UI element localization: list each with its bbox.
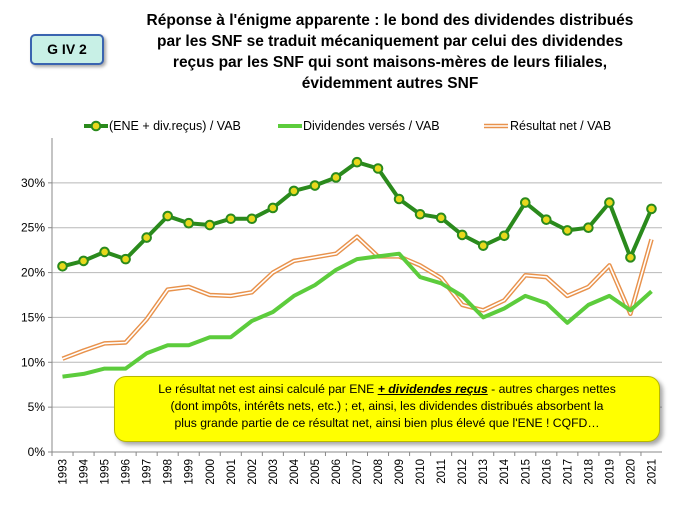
series-ene-point <box>78 255 89 267</box>
x-tick-label: 2015 <box>520 459 532 485</box>
series-ene-point <box>330 172 342 183</box>
x-tick-label: 2002 <box>247 459 259 485</box>
series-ene-point <box>183 217 195 229</box>
series-ene-point <box>162 210 173 222</box>
legend-label-ene: (ENE + div.reçus) / VAB <box>109 119 241 133</box>
x-tick-label: 2014 <box>499 458 511 484</box>
series-resultat-net-line <box>61 234 654 361</box>
series-ene-point <box>541 214 552 225</box>
legend-label-resultat: Résultat net / VAB <box>510 119 611 133</box>
callout-text-pre: Le résultat net est ainsi calculé par EN… <box>158 382 378 396</box>
x-tick-label: 2001 <box>226 459 238 485</box>
series-ene-point <box>583 222 594 234</box>
title-line-2: par les SNF se traduit mécaniquement par… <box>156 33 623 50</box>
series-ene-point <box>625 252 636 263</box>
x-tick-label: 2021 <box>646 459 658 485</box>
chart-title: Réponse à l'énigme apparente : le bond d… <box>112 10 668 94</box>
callout-emphasis: + dividendes reçus <box>377 382 488 396</box>
x-tick-label: 2006 <box>331 459 343 485</box>
series-ene-point <box>562 225 573 236</box>
x-tick-label: 1999 <box>184 459 196 485</box>
series-ene-point <box>414 208 426 220</box>
series-ene-point <box>141 232 152 243</box>
callout-line-1: Le résultat net est ainsi calculé par EN… <box>115 381 659 398</box>
series-ene-point <box>393 193 405 205</box>
x-tick-label: 2003 <box>268 459 280 485</box>
annotation-callout: Le résultat net est ainsi calculé par EN… <box>114 376 660 442</box>
callout-line-3: plus grande partie de ce résultat net, a… <box>174 416 600 430</box>
x-tick-label: 2019 <box>604 459 616 485</box>
x-tick-label: 1993 <box>58 459 70 485</box>
legend-marker-ene <box>90 120 102 132</box>
y-tick-label: 10% <box>21 355 45 369</box>
series-ene-point <box>477 240 489 251</box>
callout-text-post: - autres charges nettes <box>487 382 616 396</box>
x-tick-label: 2013 <box>478 459 490 485</box>
y-tick-label: 20% <box>21 266 45 280</box>
series-ene-point <box>456 229 468 241</box>
series-ene-point <box>498 230 510 242</box>
title-line-4: évidemment autres SNF <box>301 75 479 92</box>
x-tick-label: 2020 <box>625 459 637 485</box>
series-ene-point <box>288 185 300 197</box>
series-layer <box>57 156 657 379</box>
series-ene-point <box>57 260 68 272</box>
y-tick-label: 15% <box>21 310 45 324</box>
y-tick-label: 25% <box>21 221 45 235</box>
figure-badge: G IV 2 <box>30 34 104 65</box>
series-ene-point <box>120 253 131 265</box>
x-tick-label: 1995 <box>100 459 112 485</box>
series-ene-point <box>519 197 531 208</box>
series-dividendes-line <box>62 251 653 379</box>
x-tick-label: 2010 <box>415 459 427 485</box>
legend: (ENE + div.reçus) / VAB Dividendes versés… <box>84 119 611 133</box>
series-ene-point <box>204 219 216 231</box>
x-axis-ticks: 1993 1994 1995 1996 1997 1998 1999 2000 2001 2002… <box>58 458 659 484</box>
series-ene-point <box>435 212 447 224</box>
x-tick-label: 2007 <box>352 459 364 485</box>
series-ene-point <box>99 246 110 258</box>
series-ene-point <box>309 180 321 191</box>
x-tick-label: 1996 <box>121 459 133 485</box>
title-line-3: reçus par les SNF qui sont maisons-mères… <box>172 54 608 71</box>
x-tick-label: 2012 <box>457 459 469 485</box>
series-ene-point <box>372 163 384 174</box>
series-resultat-net-core <box>62 235 653 360</box>
series-ene-point <box>225 213 237 225</box>
x-tick-label: 2009 <box>394 459 406 485</box>
y-tick-label: 0% <box>28 445 46 459</box>
x-tick-label: 1997 <box>142 459 154 485</box>
x-tick-label: 1994 <box>79 458 91 484</box>
series-ene-point <box>351 156 363 168</box>
x-tick-label: 2005 <box>310 459 322 485</box>
x-tick-label: 2000 <box>205 459 217 485</box>
y-tick-label: 5% <box>28 400 46 414</box>
x-tick-label: 2004 <box>289 458 301 484</box>
series-ene-point <box>646 203 657 215</box>
y-axis-ticks: 0% 5% 10% 15% 20% 25% 30% <box>21 176 45 459</box>
title-line-1: Réponse à l'énigme apparente : le bond d… <box>146 12 634 29</box>
series-ene-line <box>62 160 654 269</box>
series-ene-point <box>604 197 615 208</box>
x-tick-label: 2008 <box>373 459 385 485</box>
callout-line-2: (dont impôts, intérêts nets, etc.) ; et,… <box>170 399 604 413</box>
legend-label-dividendes: Dividendes versés / VAB <box>303 119 440 133</box>
series-ene-point <box>246 213 258 225</box>
x-tick-label: 1998 <box>163 459 175 485</box>
axes <box>48 138 662 456</box>
x-tick-label: 2018 <box>583 459 595 485</box>
y-tick-label: 30% <box>21 176 45 190</box>
x-tick-label: 2017 <box>562 459 574 485</box>
x-tick-label: 2016 <box>541 459 553 485</box>
x-tick-label: 2011 <box>436 459 448 484</box>
series-ene-point <box>267 202 279 214</box>
